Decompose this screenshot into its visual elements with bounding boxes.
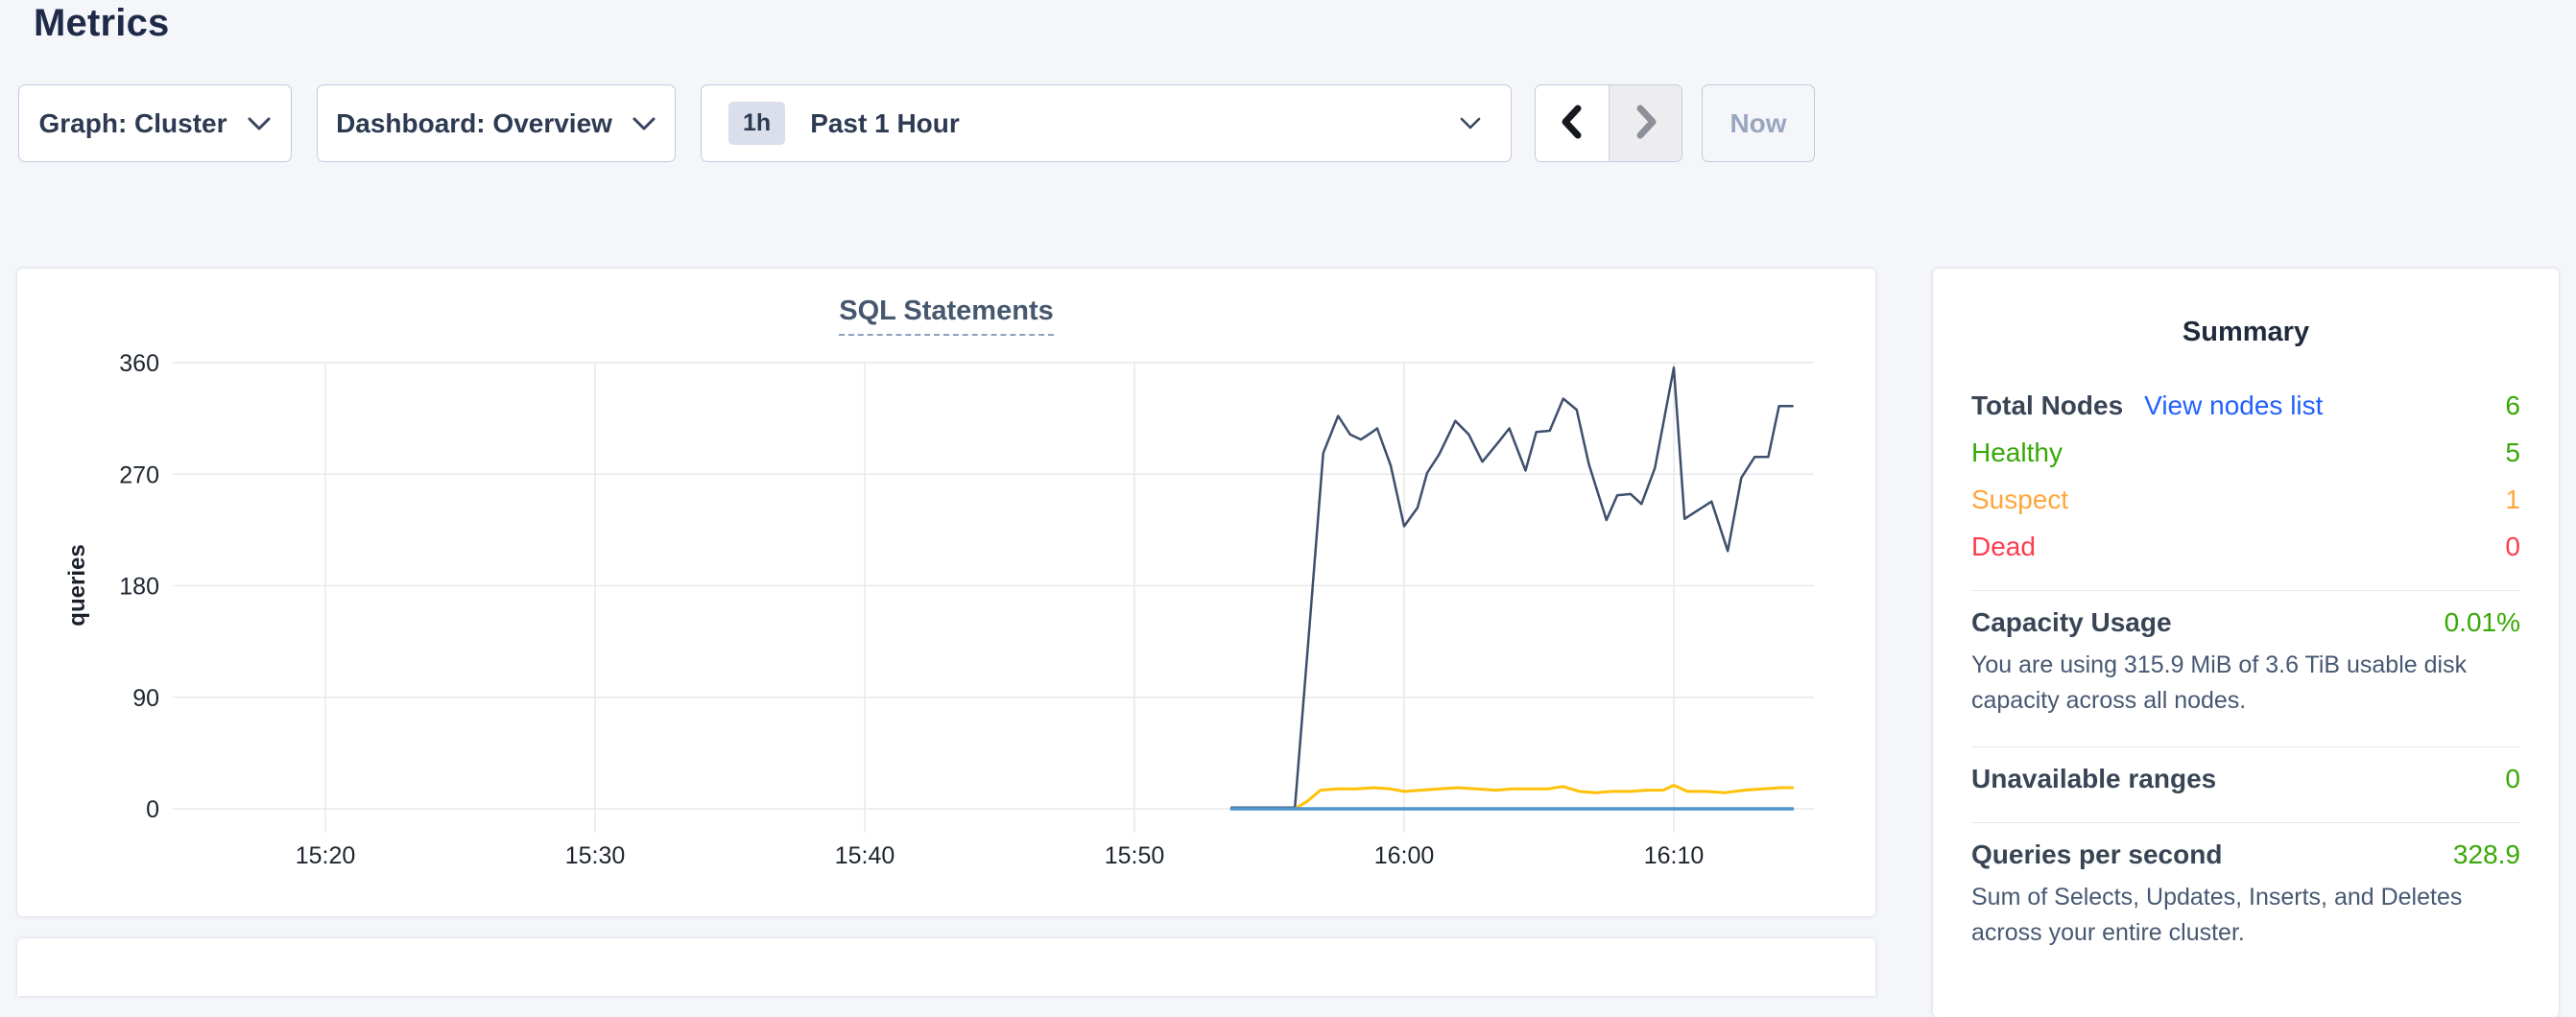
svg-text:180: 180 [119, 574, 159, 601]
graph-dropdown-label: Graph: Cluster [38, 107, 227, 138]
svg-text:0: 0 [146, 796, 159, 823]
suspect-label: Suspect [1971, 485, 2069, 514]
divider [1971, 746, 2520, 747]
svg-text:15:50: 15:50 [1105, 842, 1165, 869]
chevron-left-icon [1556, 103, 1588, 144]
time-range-value: Past 1 Hour [810, 107, 960, 138]
unavailable-ranges-value: 0 [2505, 764, 2520, 793]
graph-dropdown[interactable]: Graph: Cluster [18, 84, 292, 162]
queries-per-second-label: Queries per second [1971, 840, 2223, 869]
svg-text:270: 270 [119, 461, 159, 488]
time-forward-button[interactable] [1609, 85, 1682, 161]
svg-text:15:40: 15:40 [835, 842, 895, 869]
capacity-usage-value: 0.01% [2444, 607, 2520, 637]
unavailable-ranges-row: Unavailable ranges 0 [1971, 764, 2520, 794]
chevron-down-icon [247, 116, 272, 131]
svg-text:16:10: 16:10 [1644, 842, 1705, 869]
chart-title[interactable]: SQL Statements [839, 296, 1054, 336]
svg-text:90: 90 [132, 685, 159, 712]
sql-statements-chart[interactable]: 0 90 180 270 360 15:20 15:30 15:40 15:50 16:00 16:… [17, 269, 1875, 916]
summary-panel: Summary Total Nodes View nodes list 6 He… [1933, 269, 2559, 1017]
svg-text:360: 360 [119, 350, 159, 377]
metrics-page: Metrics Graph: Cluster Dashboard: Overvi… [17, 2, 2559, 1017]
summary-title: Summary [2182, 317, 2310, 347]
time-step-buttons [1535, 84, 1682, 162]
svg-text:16:00: 16:00 [1374, 842, 1435, 869]
chart-title-wrap: SQL Statements [17, 296, 1875, 336]
dashboard-dropdown-label: Dashboard: Overview [336, 107, 612, 138]
dashboard-dropdown[interactable]: Dashboard: Overview [317, 84, 676, 162]
unavailable-ranges-label: Unavailable ranges [1971, 764, 2217, 793]
chevron-down-icon [632, 116, 656, 131]
suspect-value: 1 [2505, 485, 2520, 514]
chevron-down-icon [1459, 116, 1482, 130]
sql-statements-chart-card: SQL Statements 0 90 180 270 360 15:20 15:30 15:… [17, 269, 1875, 916]
capacity-usage-label: Capacity Usage [1971, 607, 2172, 637]
page-title: Metrics [34, 2, 170, 44]
next-chart-card [17, 938, 1875, 996]
total-nodes-label: Total Nodes [1971, 390, 2124, 420]
view-nodes-list-link[interactable]: View nodes list [2144, 390, 2324, 420]
svg-text:15:20: 15:20 [296, 842, 356, 869]
dead-label: Dead [1971, 532, 2036, 561]
now-button[interactable]: Now [1702, 84, 1815, 162]
capacity-usage-row: Capacity Usage 0.01% [1971, 607, 2520, 638]
queries-per-second-value: 328.9 [2452, 840, 2520, 869]
healthy-label: Healthy [1971, 438, 2063, 467]
capacity-usage-description: You are using 315.9 MiB of 3.6 TiB usabl… [1971, 651, 2468, 714]
total-nodes-value: 6 [2505, 390, 2520, 420]
metrics-toolbar: Graph: Cluster Dashboard: Overview 1h Pa… [18, 84, 1815, 162]
dead-nodes-row: Dead 0 [1971, 532, 2520, 562]
svg-text:15:30: 15:30 [565, 842, 626, 869]
suspect-nodes-row: Suspect 1 [1971, 485, 2520, 515]
healthy-nodes-row: Healthy 5 [1971, 438, 2520, 468]
time-range-selector[interactable]: 1h Past 1 Hour [701, 84, 1512, 162]
divider [1971, 822, 2520, 823]
total-nodes-row: Total Nodes View nodes list 6 [1971, 390, 2520, 421]
healthy-value: 5 [2505, 438, 2520, 467]
divider [1971, 590, 2520, 591]
time-backward-button[interactable] [1536, 85, 1609, 161]
queries-per-second-row: Queries per second 328.9 [1971, 840, 2520, 870]
time-range-badge: 1h [728, 102, 786, 145]
chevron-right-icon [1630, 103, 1662, 144]
dead-value: 0 [2505, 532, 2520, 561]
svg-text:queries: queries [64, 544, 90, 626]
queries-per-second-description: Sum of Selects, Updates, Inserts, and De… [1971, 884, 2463, 946]
